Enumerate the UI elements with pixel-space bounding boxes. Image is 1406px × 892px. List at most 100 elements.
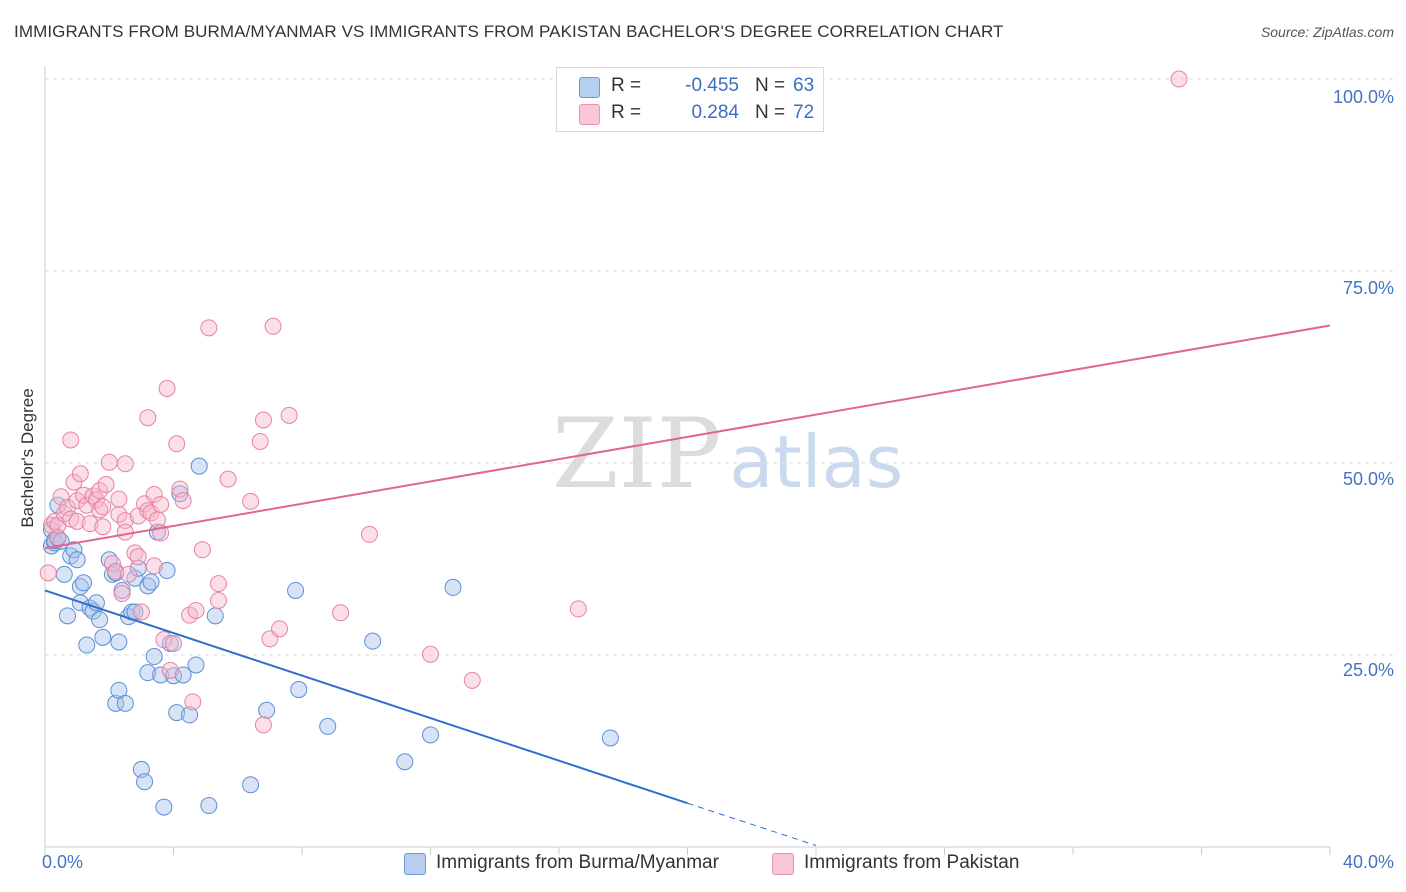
- burma-point: [139, 664, 157, 682]
- y-axis-label: Bachelor's Degree: [18, 388, 37, 528]
- burma-point: [58, 607, 76, 625]
- pakistan-point: [254, 411, 272, 429]
- watermark-zip: ZIP: [552, 398, 722, 510]
- burma-point: [168, 704, 186, 722]
- pakistan-point: [107, 562, 125, 580]
- burma-point: [107, 694, 125, 712]
- n-label: N =: [755, 102, 786, 123]
- pakistan-point: [569, 600, 587, 618]
- pakistan-point: [100, 453, 118, 471]
- pakistan-point: [193, 541, 211, 559]
- pakistan-point: [280, 406, 298, 424]
- watermark-atlas: atlas: [729, 420, 904, 504]
- pakistan-point: [165, 634, 182, 652]
- pakistan-point: [187, 601, 205, 619]
- pakistan-point: [87, 491, 105, 509]
- burma-point: [65, 541, 83, 559]
- pakistan-point: [161, 661, 179, 679]
- pakistan-point: [422, 645, 439, 663]
- burma-point: [142, 573, 160, 591]
- burma-point: [242, 776, 260, 794]
- source-label: Source: ZipAtlas.com: [1260, 24, 1394, 40]
- pakistan-point: [152, 495, 170, 513]
- burma-point: [68, 551, 86, 569]
- grid: [45, 78, 1394, 656]
- pakistan-point: [200, 319, 218, 337]
- pakistan-point: [332, 604, 350, 622]
- x-tick-label: 40.0%: [1342, 852, 1394, 872]
- n-label: N =: [755, 75, 786, 96]
- pakistan-point: [116, 455, 134, 473]
- pakistan-point: [184, 693, 202, 711]
- burma-point: [206, 607, 224, 625]
- burma-trend-line: [44, 589, 688, 805]
- pakistan-point: [158, 380, 176, 398]
- pakistan-point: [97, 476, 115, 494]
- n-value: 63: [793, 75, 815, 96]
- pakistan-point: [145, 557, 163, 575]
- burma-point: [136, 773, 154, 791]
- pakistan-point: [209, 591, 227, 609]
- pakistan-point: [168, 435, 186, 453]
- pakistan-point: [62, 510, 80, 528]
- series-pakistan-points: [39, 70, 1188, 734]
- burma-point: [91, 611, 109, 629]
- pakistan-swatch-icon: [579, 104, 600, 125]
- y-tick-label: 75.0%: [1342, 278, 1394, 298]
- watermark: ZIP atlas: [552, 398, 903, 510]
- pakistan-point: [116, 512, 134, 530]
- pakistan-point: [139, 409, 157, 427]
- n-value: 72: [793, 102, 815, 123]
- burma-point: [422, 726, 439, 744]
- series-name: Immigrants from Burma/Myanmar: [436, 852, 719, 873]
- burma-point: [258, 701, 276, 719]
- y-tick-label: 50.0%: [1342, 469, 1394, 489]
- pakistan-point: [145, 485, 163, 503]
- pakistan-point: [65, 473, 83, 491]
- pakistan-point: [62, 431, 80, 449]
- pakistan-point: [219, 470, 237, 488]
- pakistan-point: [68, 512, 86, 530]
- pakistan-point: [120, 565, 138, 583]
- burma-point: [55, 565, 73, 583]
- pakistan-point: [94, 518, 112, 536]
- pakistan-point: [52, 488, 70, 506]
- series-name: Immigrants from Pakistan: [804, 852, 1020, 873]
- pakistan-point: [91, 501, 109, 519]
- y-tick-label: 100.0%: [1332, 87, 1394, 107]
- pakistan-point: [174, 492, 192, 510]
- axes: [44, 66, 1331, 855]
- burma-point: [319, 717, 337, 735]
- pakistan-point: [113, 585, 131, 603]
- burma-point: [601, 729, 619, 747]
- y-tick-label: 25.0%: [1342, 660, 1394, 680]
- burma-point: [145, 648, 163, 666]
- burma-point: [396, 753, 414, 771]
- series-burma-points: [42, 457, 619, 816]
- pakistan-point: [110, 505, 128, 523]
- pakistan-point: [155, 631, 173, 649]
- pakistan-point: [129, 548, 147, 566]
- pakistan-point: [91, 482, 109, 500]
- stats-legend: R = -0.455 N = 63 R = 0.284 N = 72: [556, 67, 824, 132]
- burma-point: [75, 574, 93, 592]
- burma-point: [287, 581, 305, 599]
- chart-title: IMMIGRANTS FROM BURMA/MYANMAR VS IMMIGRA…: [14, 22, 1004, 41]
- pakistan-point: [251, 432, 269, 450]
- r-value: -0.455: [685, 75, 739, 96]
- burma-point: [155, 798, 173, 816]
- pakistan-swatch-icon: [772, 853, 794, 875]
- burma-point: [110, 633, 128, 651]
- burma-point: [165, 667, 182, 685]
- pakistan-point: [254, 716, 272, 734]
- pakistan-point: [209, 575, 227, 593]
- burma-point: [190, 457, 208, 475]
- burma-point: [174, 666, 192, 684]
- pakistan-point: [271, 620, 289, 638]
- pakistan-point: [264, 317, 282, 335]
- burma-trend-extension: [687, 802, 817, 846]
- pakistan-point: [360, 525, 378, 543]
- pakistan-point: [1170, 70, 1188, 88]
- burma-point: [94, 628, 112, 646]
